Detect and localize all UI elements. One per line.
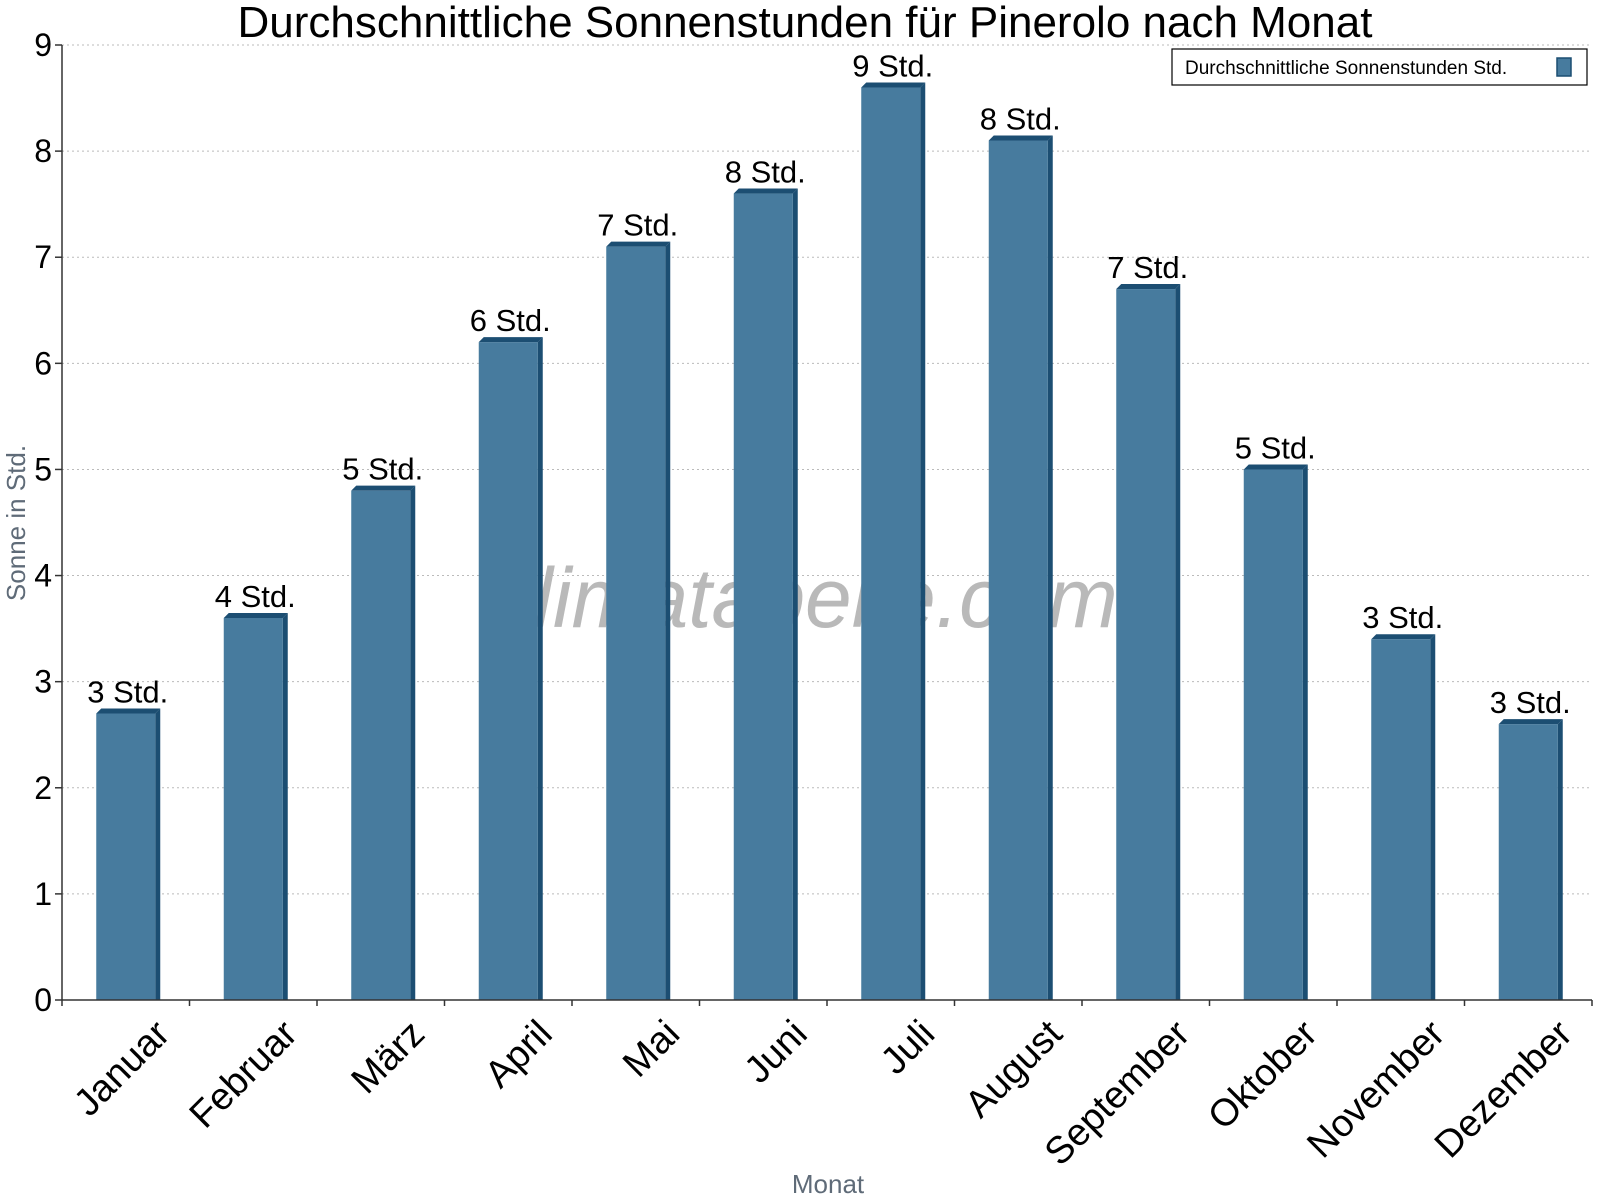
- data-label: 5 Std.: [342, 452, 423, 487]
- bar-top: [1371, 634, 1436, 640]
- bar-8: [988, 135, 1053, 1000]
- x-tick-label: Juli: [873, 1013, 943, 1083]
- y-tick-label: 6: [34, 345, 52, 381]
- y-tick-label: 7: [34, 239, 52, 275]
- bar-side: [920, 82, 926, 1000]
- grid-lines: [62, 44, 1592, 895]
- legend-box: [1171, 48, 1588, 86]
- data-label: 8 Std.: [725, 155, 806, 190]
- y-tick-label: 8: [34, 133, 52, 169]
- y-tick-label: 2: [34, 770, 52, 806]
- bar-side: [1302, 464, 1308, 1000]
- y-tick-label: 9: [34, 27, 52, 63]
- bar-top: [1243, 464, 1308, 470]
- bar-2: [223, 613, 288, 1000]
- y-axis-label: Sonne in Std.: [1, 445, 31, 601]
- bar-face: [606, 246, 666, 1001]
- bar-side: [1175, 284, 1181, 1000]
- bar-11: [1371, 634, 1436, 1000]
- x-tick-label: Februar: [182, 1012, 306, 1136]
- data-label: 5 Std.: [1235, 430, 1316, 465]
- bar-face: [223, 618, 283, 1000]
- legend: Durchschnittliche Sonnenstunden Std.: [1171, 48, 1588, 86]
- bar-face: [733, 193, 793, 1001]
- x-tick-label: Dezember: [1427, 1012, 1581, 1166]
- bar-10: [1243, 464, 1308, 1000]
- y-tick-label: 1: [34, 876, 52, 912]
- bar-face: [1243, 469, 1303, 1000]
- bar-side: [1430, 634, 1436, 1000]
- x-tick-label: November: [1299, 1012, 1453, 1166]
- data-label: 6 Std.: [470, 303, 551, 338]
- bar-face: [351, 490, 411, 1000]
- bar-side: [665, 241, 671, 1001]
- data-label: 9 Std.: [852, 48, 933, 83]
- bar-top: [733, 188, 798, 194]
- data-labels: 3 Std. 4 Std. 5 Std. 6 Std. 7 Std. 8 Std. 9 St…: [87, 48, 1571, 720]
- bar-5: [606, 241, 671, 1001]
- x-tick-label: Oktober: [1200, 1012, 1326, 1138]
- bar-side: [792, 188, 798, 1001]
- data-label: 7 Std.: [1107, 250, 1188, 285]
- bar-side: [410, 485, 416, 1001]
- bar-7: [861, 82, 926, 1000]
- data-label: 7 Std.: [597, 208, 678, 243]
- bar-top: [606, 241, 671, 247]
- bar-top: [988, 135, 1053, 141]
- bar-12: [1498, 719, 1563, 1000]
- bar-6: [733, 188, 798, 1001]
- x-tick-label: Juni: [737, 1013, 816, 1092]
- bar-top: [861, 82, 926, 88]
- data-label: 4 Std.: [215, 579, 296, 614]
- legend-swatch: [1556, 57, 1572, 77]
- bar-top: [223, 613, 288, 618]
- bar-3: [351, 485, 416, 1001]
- bar-1: [96, 708, 161, 1000]
- bar-face: [478, 342, 538, 1001]
- bar-face: [861, 87, 921, 1000]
- bar-face: [1371, 639, 1431, 1000]
- x-tick-label: März: [344, 1013, 433, 1102]
- legend-label: Durchschnittliche Sonnenstunden Std.: [1185, 58, 1507, 79]
- data-label: 8 Std.: [980, 102, 1061, 137]
- bar-side: [282, 613, 288, 1000]
- x-tick-label: April: [477, 1013, 560, 1096]
- x-axis-ticks: Januar Februar März April Mai Juni Juli AugustS…: [61, 1000, 1593, 1174]
- x-tick-label: Januar: [66, 1012, 178, 1124]
- bars: [96, 82, 1563, 1001]
- y-tick-label: 4: [34, 558, 52, 594]
- bar-top: [351, 485, 416, 491]
- bar-face: [1498, 724, 1558, 1000]
- bar-top: [1498, 719, 1563, 725]
- data-label: 3 Std.: [1490, 685, 1571, 720]
- y-tick-label: 3: [34, 664, 52, 700]
- bar-side: [1557, 719, 1563, 1000]
- x-axis-label: Monat: [792, 1169, 865, 1199]
- bar-side: [155, 708, 161, 1000]
- bar-face: [988, 140, 1048, 1000]
- x-tick-label: Mai: [615, 1013, 688, 1086]
- bar-9: [1116, 284, 1181, 1000]
- x-tick-label: August: [957, 1012, 1071, 1126]
- bar-top: [478, 337, 543, 343]
- y-axis-ticks: 0 1 2 3 4 5 6 7 8 9: [34, 27, 62, 1018]
- bar-side: [1047, 135, 1053, 1000]
- y-tick-label: 5: [34, 451, 52, 487]
- bar-4: [478, 337, 543, 1001]
- data-label: 3 Std.: [87, 675, 168, 710]
- bar-top: [96, 708, 161, 714]
- y-tick-label: 0: [34, 982, 52, 1018]
- chart-title: Durchschnittliche Sonnenstunden für Pine…: [238, 0, 1373, 47]
- data-label: 3 Std.: [1362, 600, 1443, 635]
- bar-face: [1116, 289, 1176, 1000]
- bar-side: [537, 337, 543, 1001]
- bar-face: [96, 713, 156, 1000]
- bar-top: [1116, 284, 1181, 290]
